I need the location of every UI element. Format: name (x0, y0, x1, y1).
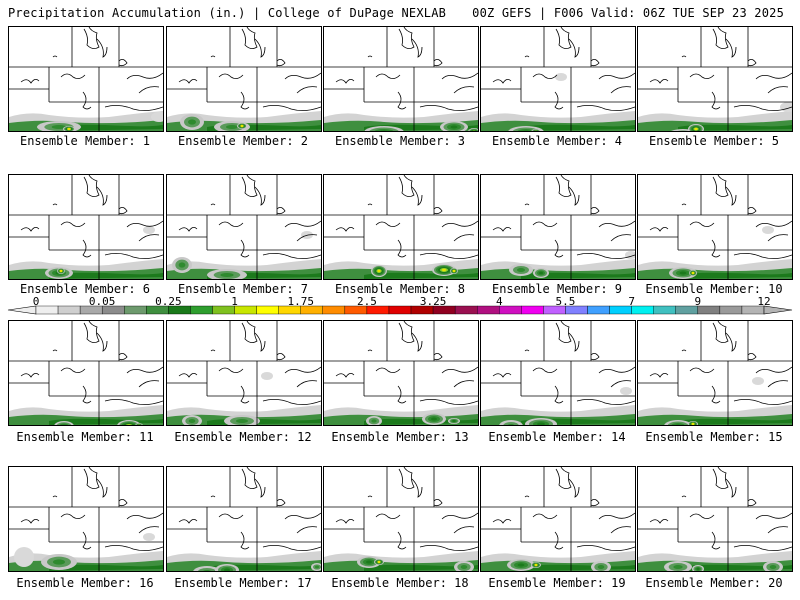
ensemble-map-panel (166, 26, 322, 132)
member-caption: Ensemble Member: 20 (645, 576, 783, 590)
ensemble-map-panel (323, 466, 479, 572)
colorbar-tick-label: 4 (496, 296, 503, 308)
ensemble-map-panel (637, 174, 793, 280)
colorbar-swatch (124, 305, 147, 315)
colorbar-tick-label: 0.05 (89, 296, 116, 308)
precip-map (481, 175, 635, 279)
colorbar-tick-label: 9 (695, 296, 702, 308)
member-caption: Ensemble Member: 14 (488, 430, 626, 444)
colorbar-swatch (322, 305, 346, 315)
precip-map (324, 321, 478, 425)
ensemble-map-panel (323, 26, 479, 132)
colorbar-swatch (57, 305, 81, 315)
ensemble-map-panel (637, 26, 793, 132)
ensemble-map-panel (8, 320, 164, 426)
precip-map (167, 175, 321, 279)
member-caption: Ensemble Member: 1 (19, 134, 151, 148)
precip-map (324, 467, 478, 571)
member-caption: Ensemble Member: 17 (174, 576, 312, 590)
precip-map (167, 321, 321, 425)
precip-map (481, 27, 635, 131)
member-caption: Ensemble Member: 15 (645, 430, 783, 444)
ensemble-map-panel (8, 26, 164, 132)
member-caption: Ensemble Member: 11 (16, 430, 154, 444)
colorbar-swatch (256, 305, 279, 315)
member-caption: Ensemble Member: 18 (331, 576, 469, 590)
ensemble-map-panel (323, 320, 479, 426)
precip-map (638, 321, 792, 425)
colorbar-tick-label: 5.5 (556, 296, 576, 308)
member-caption: Ensemble Member: 5 (648, 134, 780, 148)
member-caption: Ensemble Member: 2 (177, 134, 309, 148)
member-caption: Ensemble Member: 12 (174, 430, 312, 444)
colorbar-tick-label: 12 (757, 296, 770, 308)
ensemble-map-panel (166, 466, 322, 572)
member-caption: Ensemble Member: 10 (645, 282, 783, 296)
colorbar-swatch (587, 305, 610, 315)
member-caption: Ensemble Member: 7 (177, 282, 309, 296)
colorbar-tick-label: 1.75 (287, 296, 314, 308)
member-caption: Ensemble Member: 19 (488, 576, 626, 590)
map-title: Precipitation Accumulation (in.) | Colle… (8, 6, 447, 20)
precipitation-colorbar: 0 0.05 0.25 1 1.75 2.5 3.25 4 5.5 7 9 12 (7, 296, 793, 315)
colorbar-right-arrow (763, 305, 793, 315)
member-caption: Ensemble Member: 4 (491, 134, 623, 148)
colorbar-tick-label: 0 (33, 296, 40, 308)
precip-map (324, 27, 478, 131)
colorbar-tick-label: 7 (628, 296, 635, 308)
precip-map (481, 467, 635, 571)
ensemble-map-panel (480, 174, 636, 280)
precip-map (9, 467, 163, 571)
ensemble-map-panel (480, 26, 636, 132)
ensemble-map-panel (637, 320, 793, 426)
colorbar-swatch (653, 305, 676, 315)
precip-map (638, 175, 792, 279)
precip-map (481, 321, 635, 425)
member-caption: Ensemble Member: 13 (331, 430, 469, 444)
ensemble-map-panel (480, 466, 636, 572)
colorbar-tick-label: 0.25 (155, 296, 182, 308)
member-caption: Ensemble Member: 3 (334, 134, 466, 148)
ensemble-map-panel (480, 320, 636, 426)
member-caption: Ensemble Member: 8 (334, 282, 466, 296)
ensemble-map-panel (8, 466, 164, 572)
colorbar-swatch (521, 305, 544, 315)
precip-map (167, 27, 321, 131)
precip-map (9, 175, 163, 279)
colorbar-swatch (388, 305, 412, 315)
precip-map (324, 175, 478, 279)
precip-map (638, 27, 792, 131)
ensemble-map-panel (166, 320, 322, 426)
member-caption: Ensemble Member: 6 (19, 282, 151, 296)
colorbar-tick-label: 3.25 (420, 296, 447, 308)
precip-map (9, 321, 163, 425)
ensemble-map-panel (8, 174, 164, 280)
precip-map (638, 467, 792, 571)
member-caption: Ensemble Member: 16 (16, 576, 154, 590)
colorbar-swatch (454, 305, 478, 315)
colorbar-swatch (719, 305, 743, 315)
colorbar-swatch (190, 305, 213, 315)
precip-map (167, 467, 321, 571)
model-run-label: 00Z GEFS | F006 Valid: 06Z TUE SEP 23 20… (472, 6, 784, 20)
ensemble-map-panel (637, 466, 793, 572)
member-caption: Ensemble Member: 9 (491, 282, 623, 296)
colorbar-tick-label: 2.5 (357, 296, 377, 308)
ensemble-map-panel (166, 174, 322, 280)
colorbar-tick-label: 1 (231, 296, 238, 308)
precip-map (9, 27, 163, 131)
ensemble-map-panel (323, 174, 479, 280)
